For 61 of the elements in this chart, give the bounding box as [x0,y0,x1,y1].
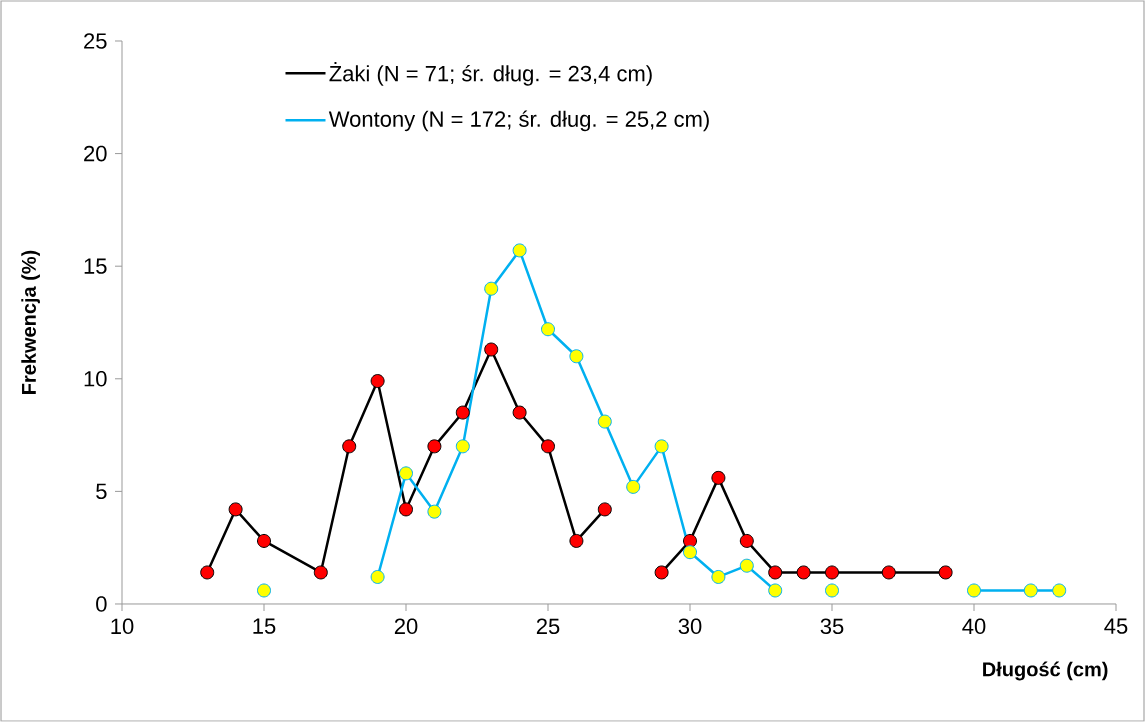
point [569,533,584,548]
y-tick-label: 15 [84,258,107,274]
legend-label: Wontony (N = 172; śr. dług. = 25,2 cm) [328,110,709,132]
point [825,565,839,580]
point [739,558,754,573]
point [427,439,442,454]
point [342,439,357,454]
point [597,414,612,429]
point [711,569,726,584]
point [938,565,953,580]
point [257,533,272,548]
point [739,533,754,548]
point [370,374,385,389]
point [484,281,499,296]
x-tick-label: 15 [253,618,276,634]
x-tick-label: 10 [111,618,134,635]
point [455,405,470,420]
point [455,439,470,454]
point [370,569,385,584]
point [427,504,442,519]
point [825,583,839,598]
point [399,466,414,481]
y-tick-label: 5 [96,483,107,500]
point [399,502,414,517]
y-tick-label: 25 [84,33,107,49]
x-tick-label: 30 [678,618,702,635]
x-tick-label: 35 [820,618,844,635]
y-tick-label: 0 [96,596,107,612]
point [711,470,726,485]
point [768,583,783,598]
y-tick-label: 10 [84,370,107,387]
point [1023,583,1038,598]
point [541,439,556,454]
point [257,583,272,598]
point [967,583,981,598]
point [200,565,215,580]
x-tick-label: 25 [536,618,560,635]
point [512,405,527,420]
point [683,533,698,548]
legend-label: Żaki (N = 71; śr. dług. = 23,4 cm) [329,62,652,86]
point [228,502,243,517]
y-axis-title: Frekwencja (%) [21,250,40,394]
point [541,322,556,337]
point [512,243,527,258]
point [313,565,328,580]
point [597,502,612,517]
x-tick-label: 40 [962,618,986,635]
point [654,439,669,454]
point [796,565,811,580]
point [484,342,499,357]
point [768,565,783,580]
y-tick-label: 20 [84,145,107,162]
point [881,565,896,580]
x-tick-label: 45 [1104,618,1128,634]
point [626,479,641,494]
point [569,349,584,364]
point [654,565,669,580]
x-axis-title: Długość (cm) [983,661,1108,681]
x-tick-label: 20 [394,618,418,635]
point [683,545,698,560]
point [1052,583,1067,598]
